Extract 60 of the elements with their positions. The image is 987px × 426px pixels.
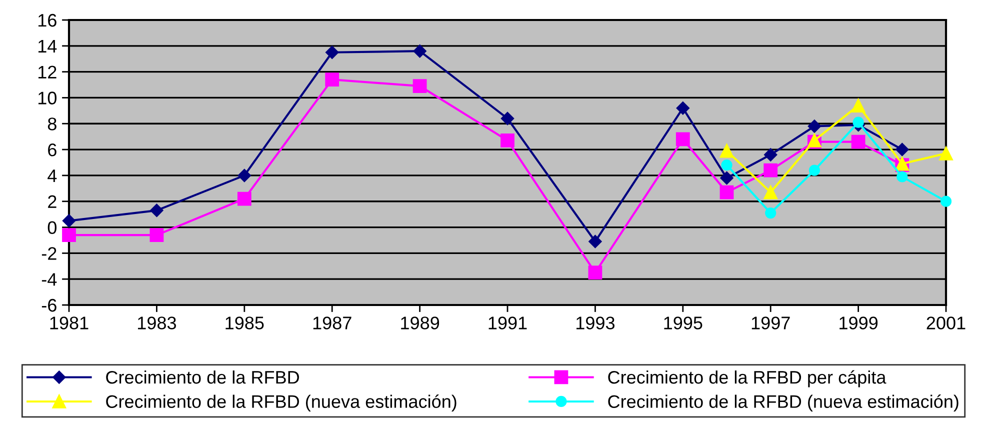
- point: [237, 192, 252, 206]
- point: [721, 160, 732, 171]
- x-tick-label: 1983: [138, 316, 176, 330]
- point: [676, 102, 690, 115]
- x-tick-label: 2001: [926, 316, 966, 330]
- point: [764, 148, 778, 162]
- y-tick-label: 6: [48, 143, 56, 156]
- y-tick-label: 16: [38, 14, 56, 27]
- point: [851, 134, 866, 149]
- y-tick-label: 14: [38, 40, 57, 52]
- point: [326, 46, 339, 59]
- y-tick-label: 10: [38, 92, 56, 104]
- y-tick-label: 0: [48, 221, 56, 234]
- x-tick-label: 1991: [488, 316, 527, 330]
- point: [150, 204, 164, 218]
- y-tick-label: -2: [42, 247, 56, 260]
- point: [764, 185, 778, 200]
- y-tick-label: -6: [42, 298, 56, 312]
- point: [500, 112, 514, 126]
- point: [150, 228, 164, 242]
- y-tick-label: 12: [38, 66, 56, 78]
- point: [720, 144, 734, 158]
- x-tick-label: 1985: [226, 316, 264, 330]
- y-tick-label: 8: [48, 118, 56, 130]
- point: [325, 72, 340, 87]
- point: [808, 164, 820, 176]
- point: [765, 207, 776, 219]
- point: [851, 98, 866, 112]
- point: [939, 146, 953, 160]
- x-tick-label: 1987: [313, 316, 352, 330]
- point: [720, 185, 734, 200]
- point: [413, 44, 426, 58]
- point: [940, 196, 952, 207]
- x-tick-label: 1999: [840, 316, 878, 330]
- point: [808, 120, 822, 133]
- point: [588, 266, 602, 280]
- point: [764, 163, 778, 178]
- legend-label: Crecimiento de la RFBD per cápita: [608, 370, 886, 388]
- y-tick-label: 2: [48, 195, 56, 208]
- point: [500, 134, 514, 148]
- legend-label: Crecimiento de la RFBD (nueva estimación): [106, 394, 456, 412]
- point: [238, 168, 251, 182]
- point: [588, 234, 602, 248]
- legend-label: Crecimiento de la RFBD (nueva estimación): [608, 394, 958, 412]
- x-tick-label: 1997: [752, 316, 790, 330]
- x-tick-label: 1995: [664, 316, 702, 330]
- y-tick-label: 4: [48, 170, 57, 182]
- x-tick-label: 1981: [50, 316, 88, 330]
- x-tick-label: 1989: [401, 316, 440, 330]
- legend-label: Crecimiento de la RFBD: [106, 370, 299, 384]
- point: [896, 171, 908, 182]
- point: [412, 79, 427, 94]
- point: [896, 142, 909, 156]
- y-tick-label: -4: [42, 273, 57, 286]
- point: [720, 171, 734, 185]
- point: [676, 132, 690, 146]
- point: [62, 228, 76, 242]
- point: [852, 116, 864, 128]
- point: [62, 214, 76, 228]
- x-tick-label: 1993: [576, 316, 614, 330]
